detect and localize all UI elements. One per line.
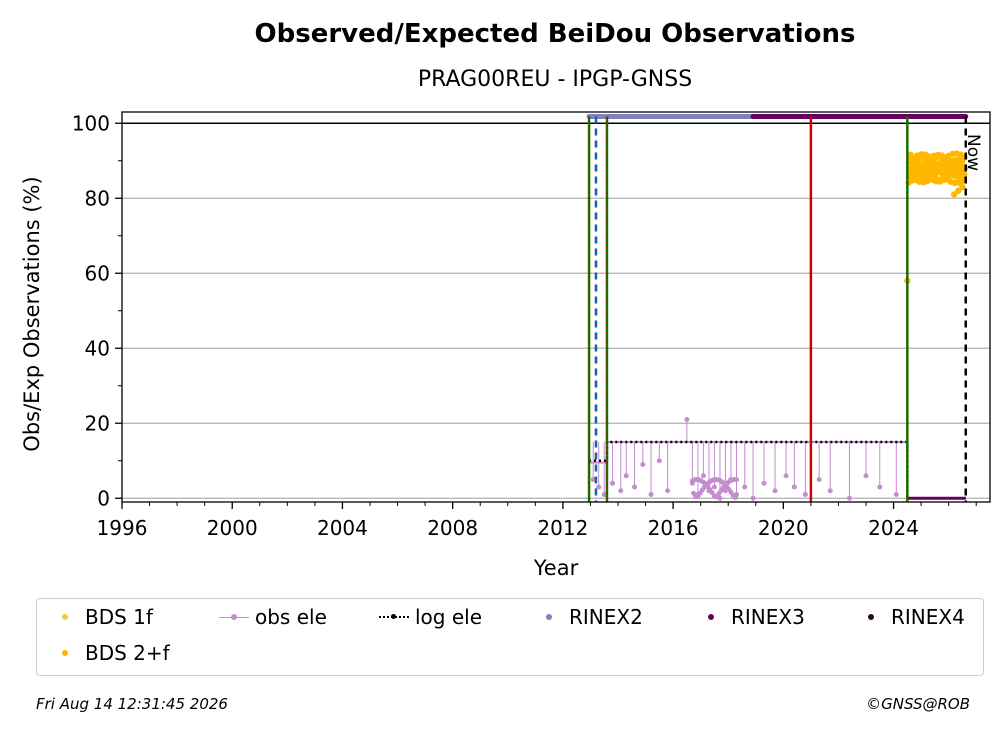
obs-ele-point bbox=[590, 477, 596, 482]
plot-area bbox=[586, 114, 969, 501]
x-tick-label: 2004 bbox=[317, 516, 368, 540]
chart-title: Observed/Expected BeiDou Observations bbox=[255, 19, 856, 49]
bds-2f-point bbox=[959, 183, 966, 191]
axes: 0 20 40 60 80 100 1996 2000 2004 2008 2012 2016 2020… bbox=[72, 111, 977, 540]
x-tick-label: 2024 bbox=[868, 516, 919, 540]
obs-ele-point bbox=[665, 488, 671, 494]
legend-label: RINEX3 bbox=[731, 605, 805, 629]
obs-ele-point bbox=[846, 495, 852, 501]
legend-item-obs-ele: obs ele bbox=[219, 605, 327, 629]
legend-item-bds-1f: BDS 1f bbox=[51, 605, 153, 629]
obs-ele-point bbox=[640, 462, 646, 467]
y-tick-label: 40 bbox=[85, 336, 110, 360]
legend-label: log ele bbox=[415, 605, 483, 629]
x-tick-label: 2020 bbox=[758, 516, 809, 540]
grid-lines bbox=[122, 122, 990, 499]
x-tick-label: 2012 bbox=[537, 516, 588, 540]
obs-ele-point bbox=[827, 488, 833, 494]
obs-ele-point bbox=[791, 484, 797, 490]
event-lines bbox=[587, 116, 968, 502]
timestamp: Fri Aug 14 12:31:45 2026 bbox=[36, 695, 228, 713]
bds-2f-point bbox=[950, 191, 958, 198]
x-tick-label: 2000 bbox=[207, 516, 258, 540]
obs-ele-point bbox=[863, 473, 869, 479]
legend-item-bds-2f: BDS 2+f bbox=[51, 641, 170, 665]
credit: ©GNSS@ROB bbox=[866, 695, 970, 713]
y-tick-label: 60 bbox=[85, 261, 110, 285]
chart-subtitle: PRAG00REU - IPGP-GNSS bbox=[418, 67, 692, 92]
legend-label: BDS 1f bbox=[85, 605, 153, 629]
obs-ele-point bbox=[802, 492, 808, 497]
x-axis-label: Year bbox=[533, 556, 579, 580]
y-tick-label: 0 bbox=[97, 486, 110, 510]
legend-label: BDS 2+f bbox=[85, 641, 170, 665]
legend-item-rinex3: RINEX3 bbox=[697, 605, 805, 629]
log-ele-line bbox=[589, 440, 966, 500]
obs-ele-point bbox=[742, 484, 748, 490]
y-tick-label: 80 bbox=[85, 186, 110, 210]
obs-ele-point bbox=[632, 484, 638, 490]
obs-ele-point bbox=[772, 488, 778, 494]
obs-ele-point bbox=[601, 492, 607, 497]
obs-ele-point bbox=[700, 473, 706, 479]
obs-ele-point bbox=[761, 480, 767, 486]
legend: BDS 1f obs ele log ele RINEX2 RINEX3 RIN… bbox=[36, 598, 984, 676]
y-tick-label: 20 bbox=[85, 411, 110, 435]
obs-ele-point bbox=[750, 495, 756, 501]
now-label: Now bbox=[963, 134, 983, 171]
x-tick-label: 2008 bbox=[427, 516, 478, 540]
obs-ele-point bbox=[656, 458, 662, 464]
obs-ele-point bbox=[596, 484, 602, 490]
legend-label: RINEX2 bbox=[569, 605, 643, 629]
chart: Observed/Expected BeiDou Observations PR… bbox=[20, 19, 991, 580]
legend-item-rinex2: RINEX2 bbox=[535, 605, 643, 629]
obs-ele-point bbox=[684, 417, 690, 422]
obs-ele-point bbox=[893, 492, 899, 497]
legend-label: RINEX4 bbox=[891, 605, 965, 629]
x-tick-label: 1996 bbox=[97, 516, 148, 540]
bds-2f-point bbox=[961, 171, 968, 178]
y-axis-label: Obs/Exp Observations (%) bbox=[20, 176, 44, 451]
bds-2f-point bbox=[959, 177, 966, 184]
plot-frame bbox=[121, 111, 991, 503]
x-tick-label: 2016 bbox=[648, 516, 699, 540]
obs-ele-point bbox=[877, 484, 883, 490]
obs-ele-point bbox=[711, 484, 717, 490]
legend-item-log-ele: log ele bbox=[379, 605, 482, 629]
obs-ele-point bbox=[618, 488, 624, 494]
y-tick-label: 100 bbox=[72, 111, 110, 135]
obs-ele-point bbox=[648, 492, 654, 497]
obs-ele-point bbox=[609, 480, 615, 486]
bds-2f-point bbox=[955, 187, 962, 194]
obs-ele-point bbox=[732, 495, 738, 501]
obs-ele-point bbox=[623, 473, 629, 479]
obs-ele-point bbox=[783, 473, 789, 479]
obs-ele-point bbox=[816, 477, 822, 482]
legend-label: obs ele bbox=[255, 605, 327, 629]
obs-ele-point bbox=[733, 477, 739, 483]
legend-item-rinex4: RINEX4 bbox=[857, 605, 965, 629]
